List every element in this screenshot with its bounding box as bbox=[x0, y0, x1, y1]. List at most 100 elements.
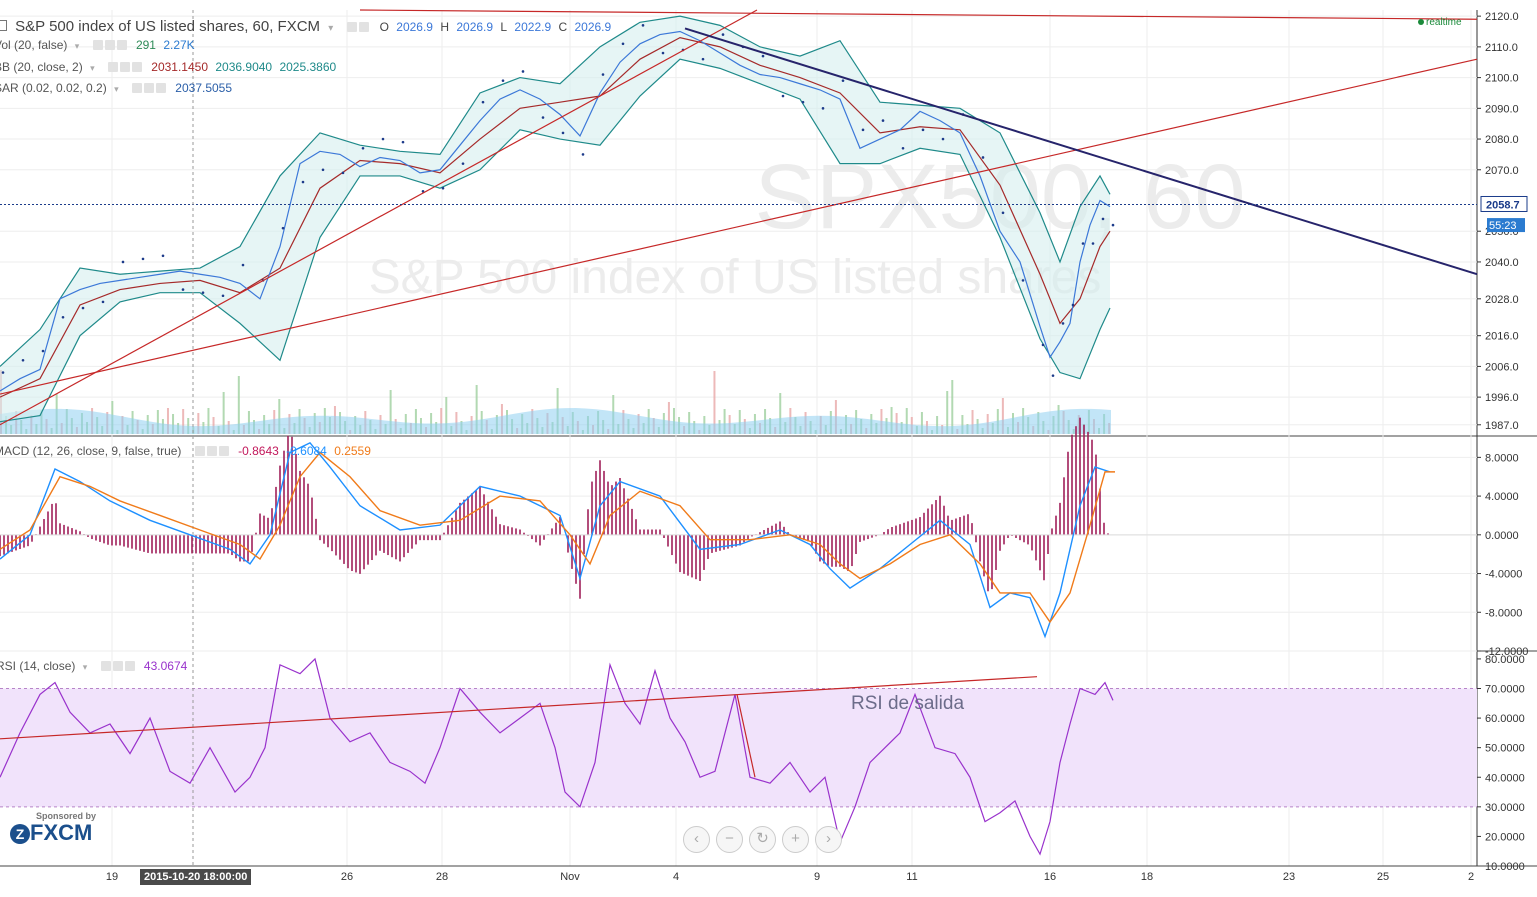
sar-dot bbox=[121, 260, 125, 264]
sar-dot bbox=[181, 288, 185, 291]
trendline-top bbox=[359, 9, 1478, 20]
sar-dot bbox=[321, 168, 325, 172]
time-axis-label: 2 bbox=[1468, 871, 1474, 883]
sar-dot bbox=[81, 306, 85, 310]
sar-dot bbox=[541, 116, 545, 119]
volume-bar bbox=[475, 385, 478, 434]
volume-bar bbox=[414, 409, 417, 434]
indicator-rsi[interactable]: RSI (14, close) ▾ 43.0674 bbox=[0, 659, 191, 674]
volume-ma-area bbox=[0, 408, 1111, 434]
zoom-out-button[interactable]: − bbox=[716, 826, 743, 853]
price-axis-label: 2090.0 bbox=[1485, 103, 1519, 115]
ohlc-open-label: O bbox=[379, 20, 389, 34]
indicator-macd[interactable]: MACD (12, 26, close, 9, false, true) -0.… bbox=[0, 444, 375, 459]
sar-dot bbox=[801, 100, 805, 104]
indicator-bb-name: BB (20, close, 2) bbox=[0, 60, 83, 74]
fxcm-logo[interactable]: Z FXCM bbox=[10, 820, 92, 846]
chevron-down-icon[interactable]: ▾ bbox=[82, 662, 88, 672]
volume-bar bbox=[723, 409, 726, 434]
sar-dot bbox=[141, 257, 145, 261]
volume-bar bbox=[278, 399, 281, 434]
bb-lower-line bbox=[0, 58, 1111, 423]
zoom-in-button[interactable]: + bbox=[782, 826, 809, 853]
price-axis-label: 1987.0 bbox=[1485, 420, 1519, 432]
volume-bar bbox=[445, 397, 448, 434]
volume-bar bbox=[920, 412, 923, 434]
indicator-vol-buttons[interactable] bbox=[92, 39, 129, 53]
rsi-axis-label: 60.0000 bbox=[1485, 713, 1525, 725]
volume-bar bbox=[961, 415, 964, 434]
indicator-vol-ma: 2.27K bbox=[163, 38, 195, 52]
time-axis-label: 26 bbox=[341, 871, 353, 883]
indicator-macd-buttons[interactable] bbox=[194, 445, 231, 459]
time-axis-label: 19 bbox=[106, 871, 118, 883]
time-axis-label: 4 bbox=[673, 871, 679, 883]
macd-axis-label: -8.0000 bbox=[1485, 607, 1522, 619]
sar-dot bbox=[701, 57, 705, 61]
sar-dot bbox=[201, 291, 205, 294]
reset-chart-button[interactable]: ↻ bbox=[749, 826, 776, 853]
volume-bar bbox=[672, 408, 675, 434]
sar-dot bbox=[481, 100, 485, 104]
sar-dot bbox=[981, 156, 985, 159]
chevron-down-icon[interactable]: ▾ bbox=[90, 63, 95, 73]
rsi-annotation: RSI de salida bbox=[851, 693, 964, 714]
time-axis-label: 11 bbox=[906, 871, 917, 883]
indicator-bb-upper: 2036.9040 bbox=[215, 60, 273, 74]
indicator-sar-name: SAR (0.02, 0.02, 0.2) bbox=[0, 81, 107, 95]
ohlc-close: 2026.9 bbox=[574, 20, 612, 34]
sar-dot bbox=[1101, 217, 1105, 221]
indicator-bb-buttons[interactable] bbox=[107, 61, 144, 75]
sar-dot bbox=[581, 153, 585, 156]
indicator-sar[interactable]: SAR (0.02, 0.02, 0.2) ▾ 2037.5055 bbox=[0, 81, 236, 96]
sar-dot bbox=[1051, 374, 1055, 377]
indicator-bb[interactable]: BB (20, close, 2) ▾ 2031.1450 2036.9040 … bbox=[0, 60, 340, 75]
price-axis-label: 1996.0 bbox=[1485, 392, 1519, 404]
trendline-up bbox=[0, 58, 1478, 395]
sar-dot bbox=[1001, 211, 1005, 215]
symbol-title: S&P 500 index of US listed shares, 60, F… bbox=[15, 18, 321, 35]
sar-dot bbox=[641, 24, 645, 27]
macd-signal-line bbox=[0, 451, 1115, 624]
ohlc-low: 2022.9 bbox=[514, 20, 552, 34]
countdown-badge-bg bbox=[1487, 218, 1525, 233]
indicator-sar-buttons[interactable] bbox=[131, 82, 168, 96]
price-axis-label: 2016.0 bbox=[1485, 331, 1519, 343]
sar-dot bbox=[941, 137, 945, 141]
scroll-right-button[interactable]: › bbox=[815, 826, 842, 853]
realtime-dot-icon bbox=[1418, 19, 1424, 25]
sar-dot bbox=[881, 119, 885, 122]
fxcm-brand: FXCM bbox=[30, 820, 93, 845]
scroll-left-button[interactable]: ‹ bbox=[683, 826, 710, 853]
rsi-trendline bbox=[0, 676, 1038, 740]
rsi-axis-label: 70.0000 bbox=[1485, 684, 1525, 696]
price-axis-label: 2080.0 bbox=[1485, 134, 1519, 146]
symbol-settings-buttons[interactable] bbox=[347, 19, 371, 36]
chevron-down-icon[interactable]: ▾ bbox=[328, 23, 334, 34]
macd-line bbox=[0, 441, 1111, 639]
macd-axis-label: -12.0000 bbox=[1485, 646, 1528, 658]
sar-dot bbox=[501, 79, 505, 82]
rsi-axis-label: 50.0000 bbox=[1485, 743, 1525, 755]
ohlc-close-label: C bbox=[558, 20, 568, 34]
watermark-description: S&P 500 index of US listed shares bbox=[369, 251, 1102, 304]
indicator-vol[interactable]: Vol (20, false) ▾ 291 2.27K bbox=[0, 38, 199, 53]
sar-dot bbox=[921, 128, 925, 132]
sar-dot bbox=[761, 54, 765, 58]
indicator-macd-signal: 0.2559 bbox=[334, 444, 371, 458]
sar-dot bbox=[1091, 242, 1095, 245]
sar-dot bbox=[41, 349, 45, 353]
indicator-rsi-buttons[interactable] bbox=[100, 660, 137, 674]
chevron-down-icon[interactable]: ▾ bbox=[74, 41, 80, 51]
indicator-vol-name: Vol (20, false) bbox=[0, 38, 68, 52]
bb-upper-line bbox=[0, 15, 1111, 367]
chevron-down-icon[interactable]: ▾ bbox=[114, 84, 119, 94]
ohlc-open: 2026.9 bbox=[396, 20, 433, 34]
volume-bar bbox=[182, 409, 185, 434]
indicator-vol-value: 291 bbox=[135, 38, 156, 52]
sar-dot bbox=[1021, 279, 1025, 282]
sar-dot bbox=[601, 73, 605, 76]
collapse-icon[interactable] bbox=[0, 20, 7, 31]
volume-bar bbox=[222, 392, 225, 434]
